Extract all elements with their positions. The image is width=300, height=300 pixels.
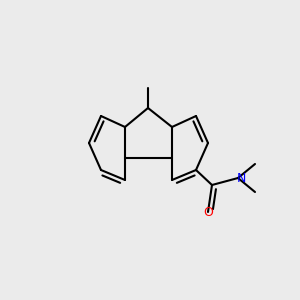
Text: O: O xyxy=(203,206,213,218)
Text: N: N xyxy=(236,172,246,184)
